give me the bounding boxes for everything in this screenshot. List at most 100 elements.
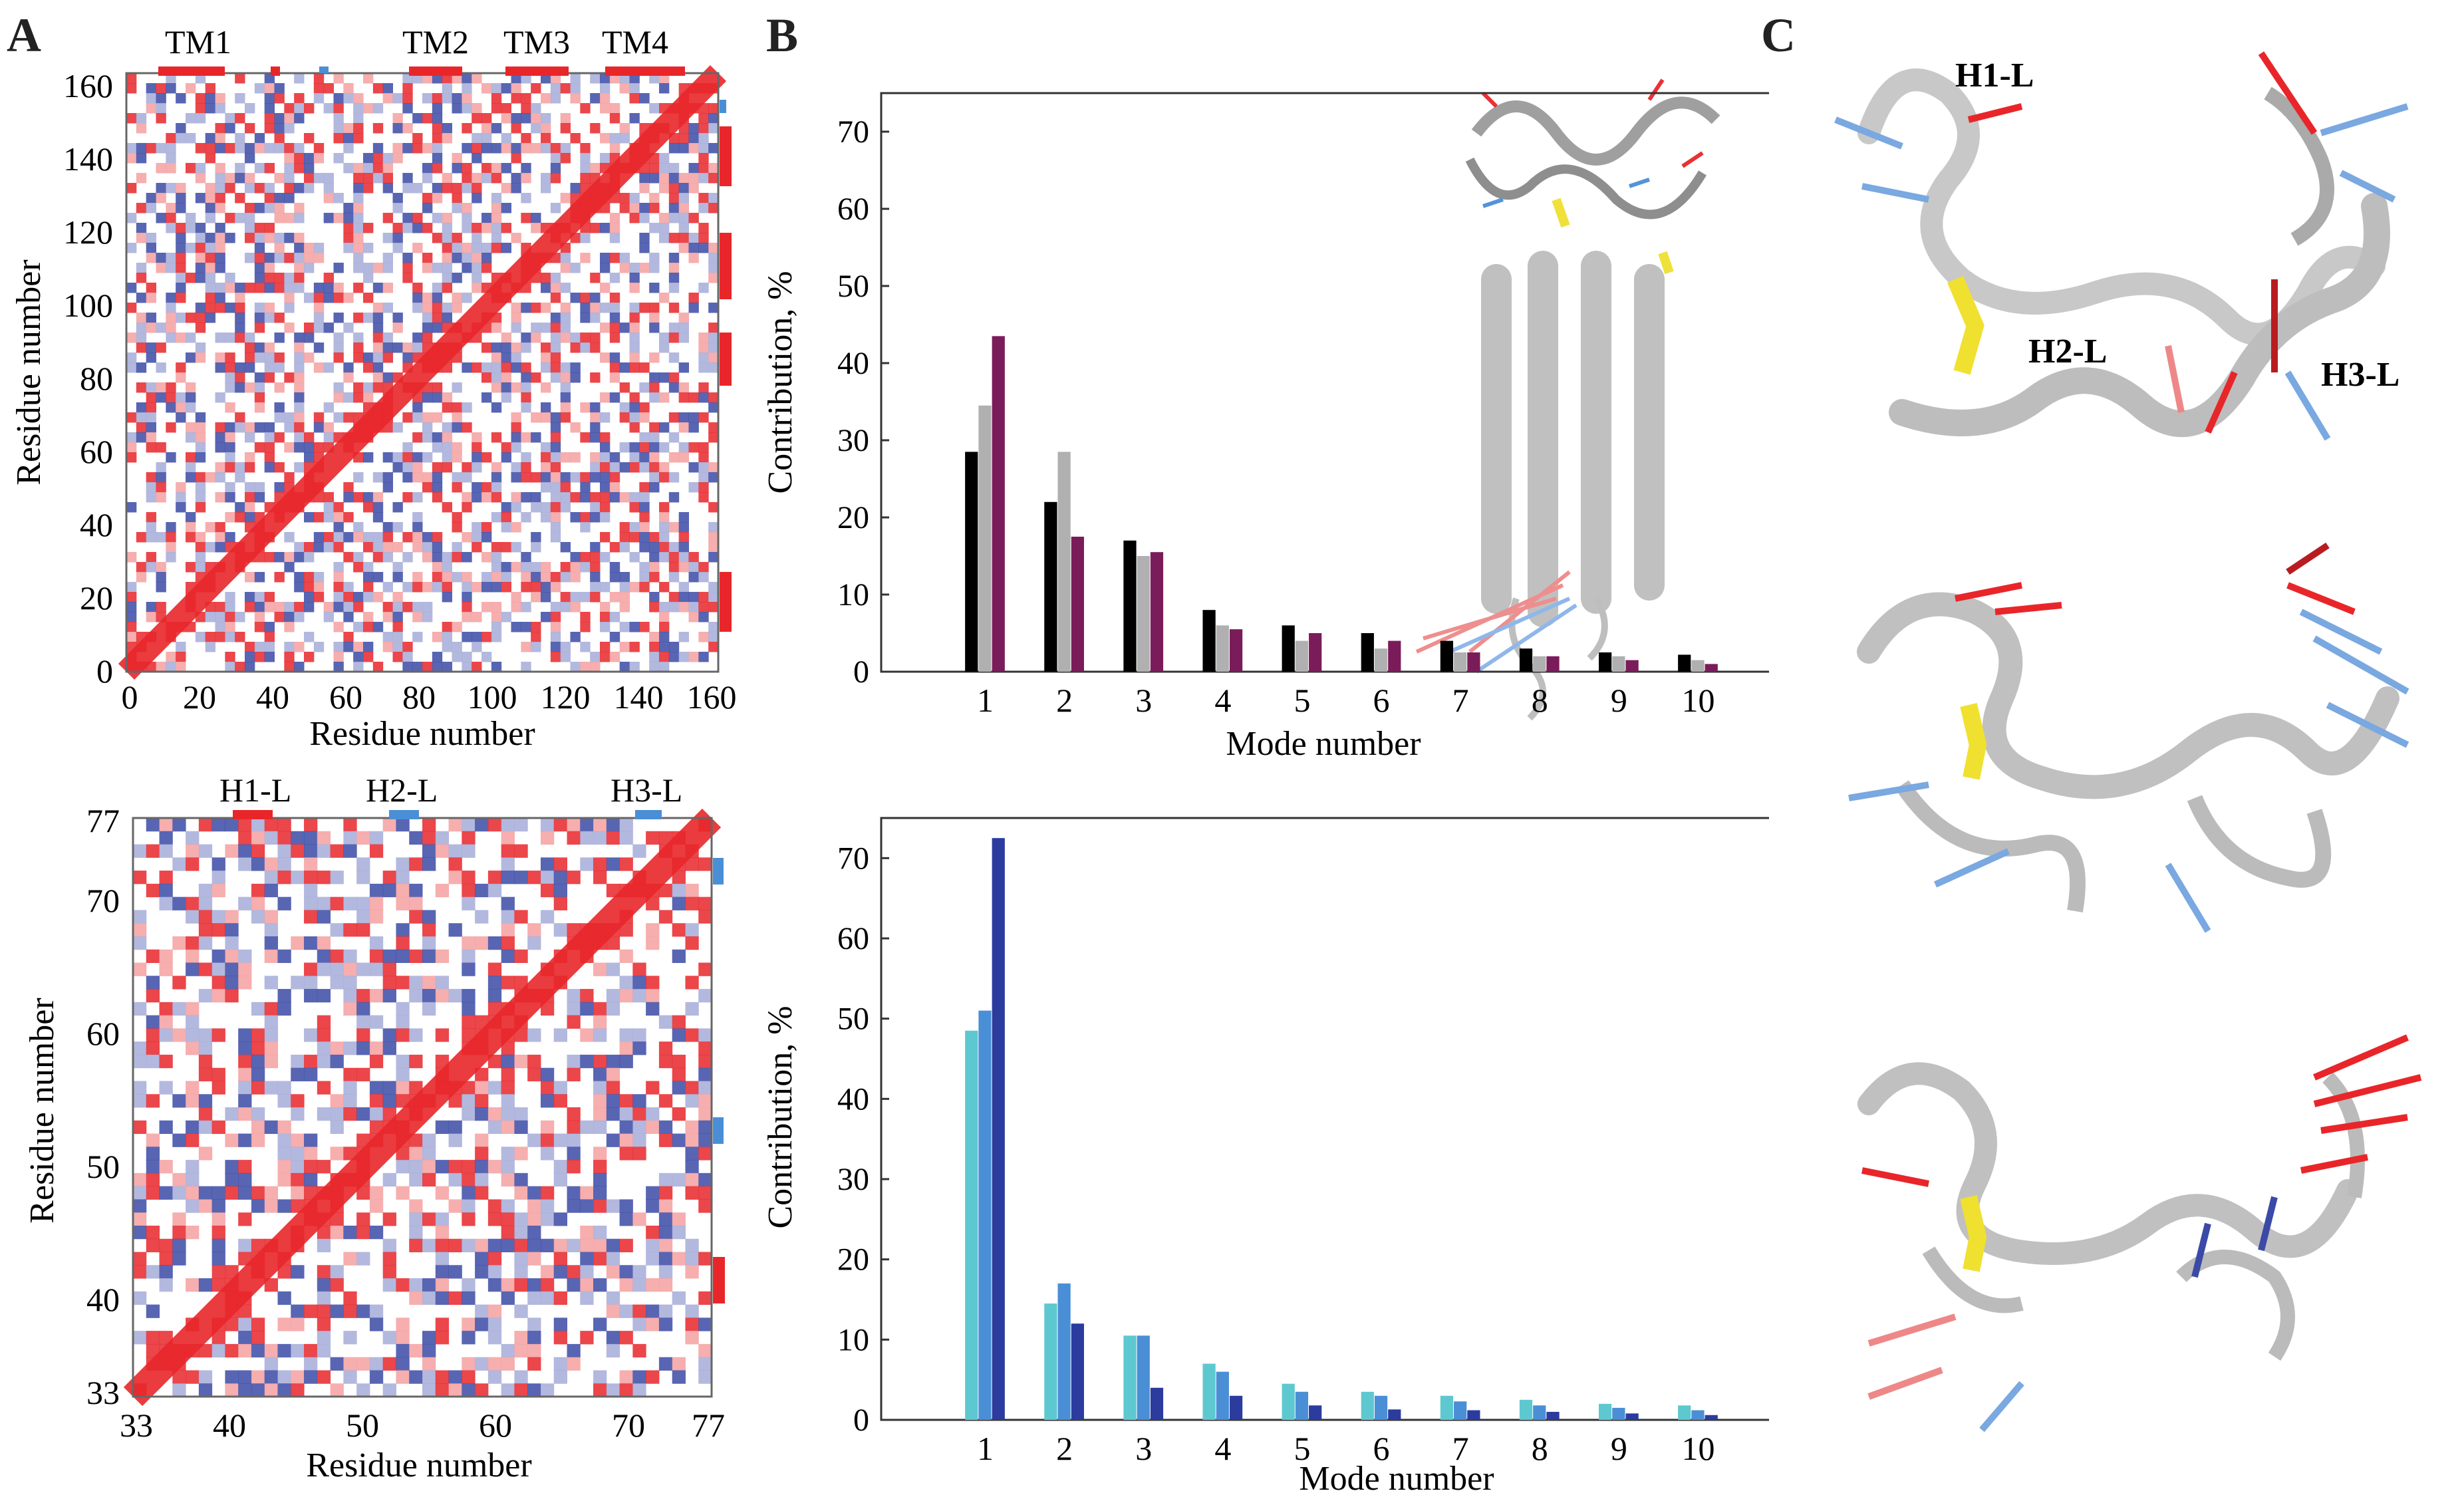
bar-series-1-mode-7 — [1440, 1395, 1454, 1420]
bar-series-1-mode-4 — [1202, 1363, 1216, 1420]
map-cell — [304, 1028, 318, 1042]
map-cell — [146, 422, 156, 433]
map-cell — [672, 1133, 686, 1147]
map-cell — [409, 976, 423, 990]
map-cell — [205, 93, 215, 104]
map-cell — [678, 652, 689, 662]
bar-series-1-mode-5 — [1282, 625, 1295, 672]
map-cell — [462, 1331, 476, 1345]
map-cell — [590, 582, 601, 593]
map-cell — [422, 1160, 436, 1174]
map-cell — [452, 622, 462, 632]
map-cell — [501, 1172, 515, 1187]
map-cell — [251, 1067, 265, 1081]
map-cell — [432, 462, 443, 473]
map-cell — [531, 582, 541, 593]
map-cell — [452, 193, 462, 204]
map-cell — [159, 1160, 173, 1174]
map-cell — [531, 562, 541, 573]
map-cell — [313, 173, 325, 184]
map-cell — [254, 352, 265, 363]
map-cell — [567, 1147, 581, 1161]
map-cell — [198, 1120, 213, 1135]
map-cell — [678, 243, 689, 253]
map-cell — [313, 342, 325, 353]
map-cell — [659, 293, 670, 303]
map-cell — [435, 1331, 450, 1345]
map-cell — [166, 552, 176, 563]
map-cell — [570, 93, 581, 104]
map-cell — [432, 193, 443, 204]
map-cell — [156, 562, 166, 573]
map-cell — [372, 502, 384, 513]
map-cell — [688, 233, 699, 243]
map-cell — [166, 223, 176, 233]
map-cell — [372, 552, 384, 563]
map-cell — [531, 502, 541, 513]
map-cell — [215, 392, 225, 403]
map-cell — [560, 592, 571, 603]
map-cell — [238, 1331, 252, 1345]
map-cell — [619, 362, 630, 373]
map-cell — [195, 442, 206, 453]
map-cell — [448, 1370, 462, 1384]
map-cell — [264, 163, 275, 174]
map-cell — [580, 293, 591, 303]
map-cell — [541, 352, 551, 363]
map-cell — [176, 183, 186, 194]
map-cell — [639, 522, 650, 533]
map-cell — [146, 612, 156, 622]
map-cell — [501, 831, 515, 845]
map-cell — [511, 323, 521, 333]
map-cell — [639, 452, 650, 463]
map-cell — [560, 452, 571, 463]
map-top-ylabel: Residue number — [10, 259, 48, 485]
map-cell — [448, 1120, 462, 1135]
map-cell — [277, 949, 291, 963]
map-cell — [284, 412, 295, 423]
map-cell — [333, 642, 344, 652]
map-cell — [560, 402, 571, 413]
map-cell — [481, 123, 492, 134]
map-cell — [363, 293, 374, 303]
map-cell — [396, 1002, 410, 1016]
map-cell — [186, 949, 200, 963]
map-cell — [392, 632, 403, 642]
map-cell — [632, 1120, 646, 1135]
map-cell — [251, 1107, 265, 1121]
map-cell — [580, 1054, 594, 1069]
map-cell — [356, 1002, 370, 1016]
map-cell — [225, 976, 239, 990]
map-cell — [363, 173, 374, 184]
map-cell — [422, 93, 433, 104]
map-cell — [277, 831, 291, 845]
map-cell — [629, 642, 640, 652]
map-cell — [330, 896, 344, 910]
map-cell — [254, 402, 265, 413]
chart-top-xlabel: Mode number — [1226, 725, 1421, 763]
map-cell — [291, 1067, 305, 1081]
map-cell — [668, 642, 680, 652]
map-cell — [412, 143, 423, 154]
map-cell — [481, 362, 492, 373]
map-cell — [304, 333, 315, 343]
map-cell — [146, 532, 156, 543]
map-cell — [333, 532, 344, 543]
map-cell — [225, 213, 235, 223]
segment-bar-tm2 — [409, 67, 462, 76]
map-cell — [382, 1265, 396, 1279]
map-cell — [353, 552, 364, 563]
map-cell — [211, 857, 225, 871]
map-cell — [294, 402, 305, 413]
map-cell — [422, 532, 433, 543]
y-tick-label: 10 — [837, 577, 869, 613]
map-cell — [541, 93, 551, 104]
map-cell — [511, 83, 521, 94]
y-tick-label: 70 — [837, 114, 869, 150]
map-cell — [475, 1265, 489, 1279]
map-cell — [629, 342, 640, 353]
bar-series-1-mode-2 — [1044, 1303, 1057, 1420]
map-cell — [672, 1252, 686, 1266]
map-cell — [225, 1317, 239, 1331]
map-cell — [146, 1331, 160, 1345]
